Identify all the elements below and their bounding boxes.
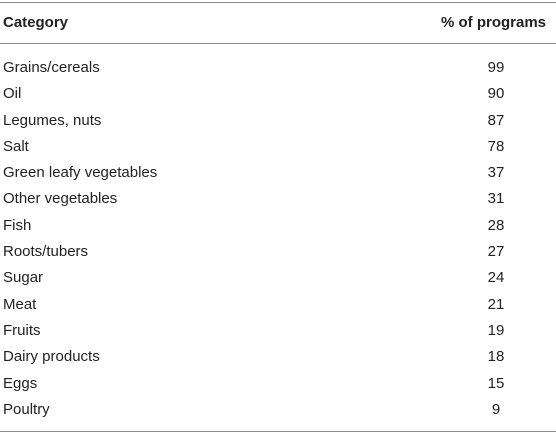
row-category: Other vegetables: [3, 190, 118, 208]
row-percent: 24: [487, 269, 505, 287]
row-percent: 99: [487, 59, 505, 76]
header-percent-of-programs: % of programs: [441, 14, 547, 31]
table-row: Roots/tubers 27: [0, 239, 556, 265]
table-body: Grains/cereals 99 Oil 90 Legumes, nuts 87 S…: [0, 55, 556, 423]
table-top-rule: [0, 2, 556, 3]
table-row: Fruits 19: [0, 318, 556, 344]
row-category: Fruits: [3, 321, 41, 339]
row-category: Dairy products: [3, 348, 100, 366]
header-category: Category: [3, 14, 69, 31]
row-percent: 9: [491, 400, 501, 418]
row-percent: 87: [487, 111, 505, 129]
table-row: Legumes, nuts 87: [0, 108, 556, 134]
table-bottom-rule: [0, 431, 556, 432]
row-percent: 90: [487, 85, 505, 103]
row-category: Eggs: [3, 374, 38, 392]
row-percent: 27: [487, 243, 505, 261]
row-percent: 15: [487, 374, 505, 392]
row-percent: 37: [487, 164, 505, 182]
row-category: Grains/cereals: [3, 59, 100, 76]
row-percent: 18: [487, 348, 505, 366]
row-category: Fish: [3, 216, 32, 234]
row-category: Roots/tubers: [3, 243, 89, 261]
row-category: Oil: [3, 85, 22, 103]
row-percent: 21: [487, 295, 505, 313]
row-category: Legumes, nuts: [3, 111, 102, 129]
table-row: Poultry 9: [0, 397, 556, 423]
table-row: Green leafy vegetables 37: [0, 160, 556, 186]
row-category: Green leafy vegetables: [3, 164, 158, 182]
table-header-row: Category % of programs: [0, 10, 556, 36]
row-category: Sugar: [3, 269, 44, 287]
table-row: Oil 90: [0, 81, 556, 107]
row-percent: 78: [487, 137, 505, 155]
table-header-rule: [0, 43, 556, 44]
row-category: Poultry: [3, 400, 50, 418]
table-row: Grains/cereals 99: [0, 55, 556, 81]
table-row: Dairy products 18: [0, 344, 556, 370]
row-percent: 28: [487, 216, 505, 234]
table-row: Other vegetables 31: [0, 186, 556, 212]
table-row: Fish 28: [0, 213, 556, 239]
table-row: Salt 78: [0, 134, 556, 160]
row-category: Salt: [3, 137, 29, 155]
row-category: Meat: [3, 295, 37, 313]
table-row: Sugar 24: [0, 265, 556, 291]
table-row: Eggs 15: [0, 371, 556, 397]
row-percent: 19: [487, 321, 505, 339]
table-row: Meat 21: [0, 292, 556, 318]
row-percent: 31: [487, 190, 505, 208]
